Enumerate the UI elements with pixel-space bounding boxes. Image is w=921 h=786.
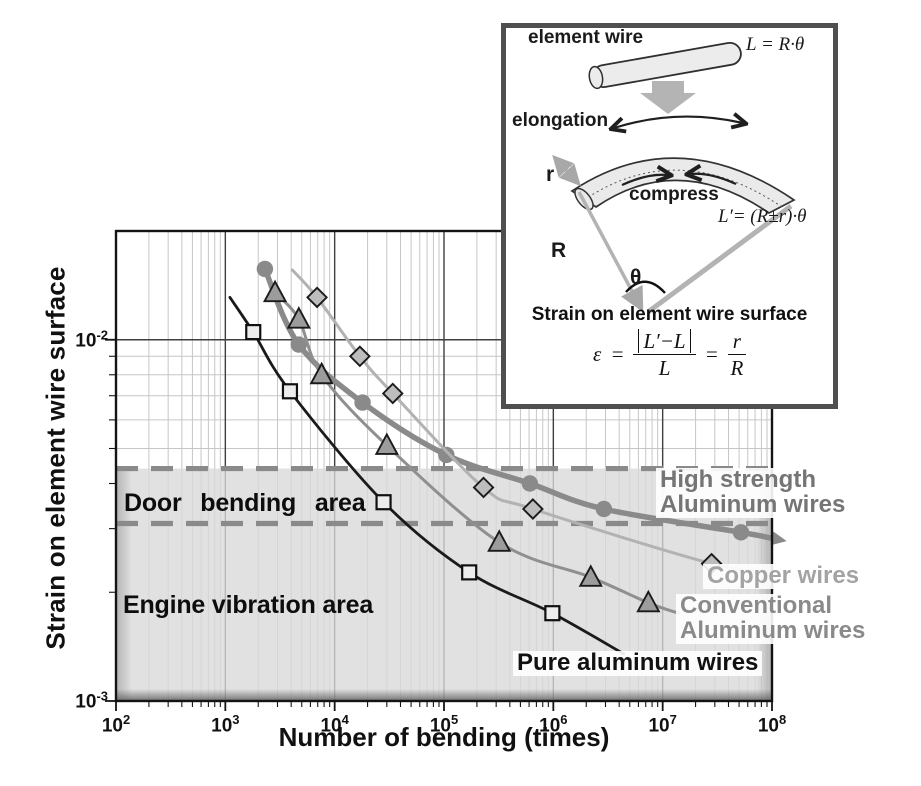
bend-down-arrow-icon bbox=[640, 81, 696, 114]
y-axis-title: Strain on element wire surface bbox=[40, 266, 71, 650]
engine-vibration-area-label: Engine vibration area bbox=[123, 591, 374, 619]
radius-r-arrow-icon bbox=[552, 154, 581, 187]
inset-r-label: r bbox=[546, 163, 555, 186]
inset-caption: Strain on element wire surface bbox=[531, 304, 808, 325]
x-tick-label: 108 bbox=[757, 712, 787, 737]
straight-wire-icon bbox=[588, 41, 742, 90]
marker-circle bbox=[595, 500, 613, 518]
formula-denominator-1: L bbox=[658, 356, 671, 381]
inset-theta-label: θ bbox=[630, 266, 642, 289]
inset-diagram: element wire L = R·θ elongation r compre… bbox=[501, 23, 838, 409]
radius-R-right-line-icon bbox=[646, 203, 793, 315]
shade-edge-left bbox=[116, 468, 132, 701]
marker-square bbox=[461, 564, 478, 581]
marker-circle bbox=[354, 394, 371, 411]
marker-circle bbox=[438, 446, 455, 464]
marker-circle bbox=[521, 475, 539, 492]
marker-triangle bbox=[487, 529, 512, 552]
y-tick-label: 10-2 bbox=[75, 327, 108, 352]
x-tick-label: 106 bbox=[539, 712, 568, 737]
series-label-high-strength-aluminum: High strength Aluminum wires bbox=[656, 467, 850, 518]
marker-diamond bbox=[381, 382, 404, 405]
x-tick-label: 107 bbox=[648, 712, 677, 737]
inset-formula-straight: L = R·θ bbox=[746, 34, 805, 55]
inset-R-label: R bbox=[551, 239, 567, 262]
marker-triangle bbox=[636, 589, 661, 613]
marker-diamond bbox=[472, 476, 495, 499]
marker-square bbox=[544, 605, 561, 622]
x-tick-label: 104 bbox=[320, 712, 349, 737]
compress-arrow-right-icon bbox=[690, 174, 737, 186]
marker-diamond bbox=[306, 286, 328, 309]
radius-R-left-arrow-icon bbox=[577, 191, 644, 313]
inset-formula-bent: L′= (R±r)·θ bbox=[718, 206, 807, 227]
marker-diamond bbox=[348, 345, 371, 368]
theta-angle-arc-icon bbox=[625, 280, 666, 294]
shade-edge-bottom bbox=[116, 689, 772, 701]
formula-equals-2: = bbox=[704, 342, 719, 367]
series-line-copper bbox=[290, 268, 774, 574]
series-label-conventional-aluminum: Conventional Aluminum wires bbox=[676, 593, 870, 644]
marker-triangle bbox=[286, 306, 311, 329]
marker-circle bbox=[732, 524, 750, 541]
x-tick-label: 105 bbox=[429, 712, 459, 737]
inset-element-wire-label: element wire bbox=[528, 27, 644, 48]
series-label-pure-aluminum: Pure aluminum wires bbox=[513, 650, 763, 676]
inset-compress-label: compress bbox=[629, 184, 719, 205]
marker-triangle bbox=[578, 564, 603, 587]
marker-square bbox=[245, 323, 262, 341]
marker-square bbox=[375, 494, 392, 511]
bent-wire-icon bbox=[570, 157, 796, 214]
formula-abs-numerator: L′−L bbox=[638, 329, 691, 353]
formula-epsilon: ε bbox=[593, 342, 602, 367]
marker-circle bbox=[256, 260, 274, 278]
formula-numerator-2: r bbox=[727, 329, 746, 356]
inset-elongation-label: elongation bbox=[512, 110, 609, 131]
plot-border bbox=[114, 229, 774, 703]
marker-triangle bbox=[262, 279, 288, 303]
marker-triangle bbox=[309, 361, 334, 385]
formula-fraction-2: r R bbox=[727, 329, 746, 381]
door-bending-area-label: Door bending area bbox=[124, 489, 366, 517]
inset-canvas bbox=[552, 41, 796, 315]
series-line-conventional-aluminum bbox=[273, 291, 681, 615]
marker-diamond bbox=[521, 498, 544, 520]
series-end-arrow bbox=[770, 531, 787, 546]
y-tick-label: 10-3 bbox=[75, 688, 108, 713]
marker-triangle bbox=[374, 432, 399, 455]
x-axis-title: Number of bending (times) bbox=[278, 722, 610, 752]
x-tick-label: 103 bbox=[211, 712, 240, 737]
x-tick-label: 102 bbox=[101, 712, 131, 737]
elongation-arrow-icon bbox=[614, 117, 743, 128]
marker-circle bbox=[290, 336, 308, 353]
marker-square bbox=[281, 383, 299, 400]
formula-equals-1: = bbox=[610, 342, 625, 367]
series-label-copper: Copper wires bbox=[703, 563, 864, 589]
compress-arrow-left-icon bbox=[621, 175, 668, 187]
formula-denominator-2: R bbox=[730, 356, 744, 381]
inset-strain-formula: ε = L′−L L = r R bbox=[501, 329, 838, 380]
formula-fraction-1: L′−L L bbox=[633, 329, 696, 381]
